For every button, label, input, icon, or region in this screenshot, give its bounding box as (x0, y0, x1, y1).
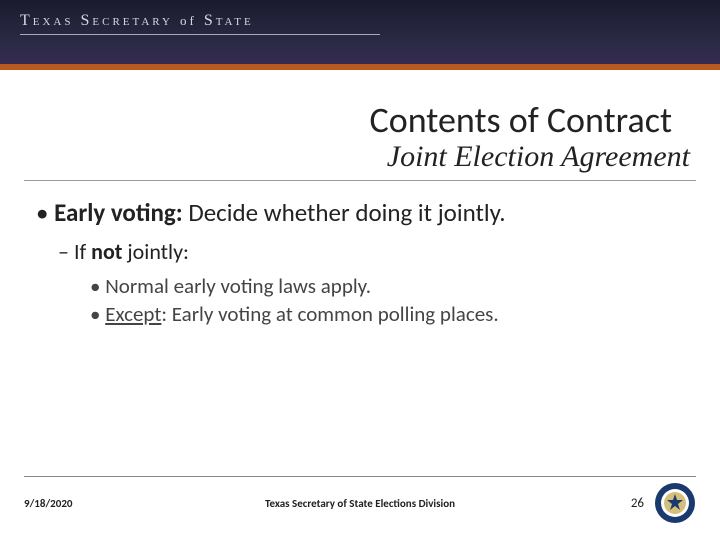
bullet-bold: Early voting: (54, 197, 183, 228)
footer-date: 9/18/2020 (24, 497, 72, 510)
slide-content: Contents of Contract Joint Election Agre… (0, 70, 720, 327)
footer-org: Texas Secretary of State Elections Divis… (265, 497, 455, 510)
title-divider (24, 180, 696, 181)
org-of: of (180, 13, 197, 28)
org-word: Texas (20, 12, 74, 29)
slide-subtitle: Joint Election Agreement (24, 140, 696, 174)
org-name: Texas Secretary of State (20, 12, 700, 30)
footer-right: 26 (631, 482, 696, 524)
bullet-level3: Except: Early voting at common polling p… (90, 301, 696, 327)
bullet-underline: Except (105, 301, 161, 327)
slide-footer: 9/18/2020 Texas Secretary of State Elect… (0, 482, 720, 524)
header-underline (20, 34, 380, 35)
bullet-text: jointly: (122, 238, 189, 265)
footer-divider (24, 476, 696, 477)
bullet-text: : Early voting at common polling places. (161, 301, 498, 327)
slide-title: Contents of Contract (24, 98, 696, 142)
bullet-list: Early voting: Decide whether doing it jo… (24, 197, 696, 327)
accent-bar (0, 64, 720, 70)
bullet-level3: Normal early voting laws apply. (90, 273, 696, 299)
state-seal-icon (654, 482, 696, 524)
org-word: State (204, 12, 254, 29)
page-number: 26 (631, 496, 644, 511)
org-word: Secretary (81, 12, 173, 29)
bullet-level1: Early voting: Decide whether doing it jo… (36, 197, 696, 228)
bullet-text: If (74, 238, 91, 265)
bullet-text: Decide whether doing it jointly. (183, 197, 506, 228)
bullet-text: Normal early voting laws apply. (105, 273, 371, 299)
slide-header: Texas Secretary of State (0, 0, 720, 70)
bullet-bold: not (91, 238, 122, 265)
bullet-level2: If not jointly: (58, 238, 696, 265)
